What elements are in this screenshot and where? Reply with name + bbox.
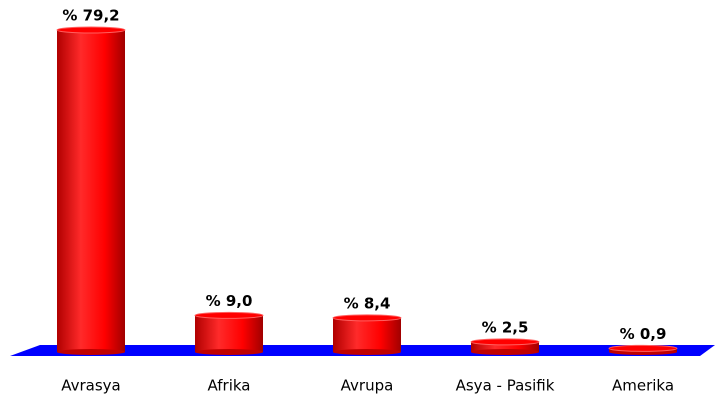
- bar-base: [195, 349, 263, 355]
- value-label: % 8,4: [344, 294, 391, 312]
- bar-base: [57, 349, 125, 355]
- value-label: % 0,9: [620, 325, 667, 343]
- bar-base: [471, 349, 539, 355]
- value-label: % 79,2: [62, 7, 119, 25]
- bar: [57, 30, 125, 352]
- bar: [333, 317, 401, 352]
- bar: [471, 341, 539, 352]
- bar-top: [332, 314, 402, 322]
- bar-top: [470, 338, 540, 346]
- x-tick-label: Avrasya: [61, 377, 121, 395]
- value-label: % 9,0: [206, 292, 253, 310]
- x-tick-label: Asya - Pasifik: [456, 377, 555, 395]
- bar-top: [194, 311, 264, 319]
- x-tick-label: Avrupa: [341, 377, 394, 395]
- value-label: % 2,5: [482, 318, 529, 336]
- bar: [195, 315, 263, 352]
- bar-top: [608, 344, 678, 352]
- bar-base: [333, 349, 401, 355]
- x-tick-label: Afrika: [208, 377, 251, 395]
- bar-top: [56, 26, 126, 34]
- x-tick-label: Amerika: [612, 377, 674, 395]
